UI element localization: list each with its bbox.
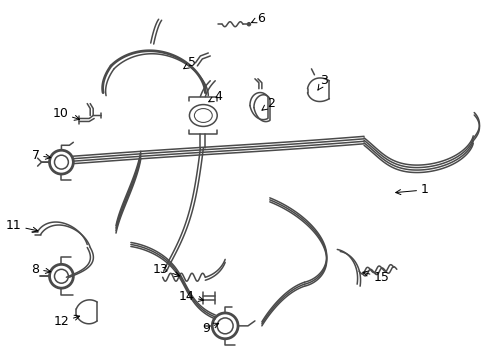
Text: 6: 6	[251, 12, 265, 25]
Circle shape	[49, 150, 74, 174]
Ellipse shape	[190, 105, 217, 126]
Text: 12: 12	[53, 315, 79, 328]
Text: 11: 11	[6, 219, 38, 232]
Text: 14: 14	[179, 289, 203, 303]
Text: 2: 2	[262, 97, 275, 110]
Circle shape	[247, 23, 250, 26]
Text: 4: 4	[209, 90, 222, 103]
Text: 8: 8	[31, 263, 50, 276]
Text: 15: 15	[363, 271, 390, 284]
Text: 9: 9	[202, 322, 219, 336]
Circle shape	[212, 313, 238, 339]
Text: 1: 1	[396, 184, 429, 197]
Text: 3: 3	[318, 74, 328, 90]
Text: 10: 10	[52, 107, 79, 120]
Circle shape	[49, 264, 74, 288]
Text: 5: 5	[184, 57, 196, 69]
Text: 7: 7	[31, 149, 50, 162]
Text: 13: 13	[153, 263, 180, 277]
